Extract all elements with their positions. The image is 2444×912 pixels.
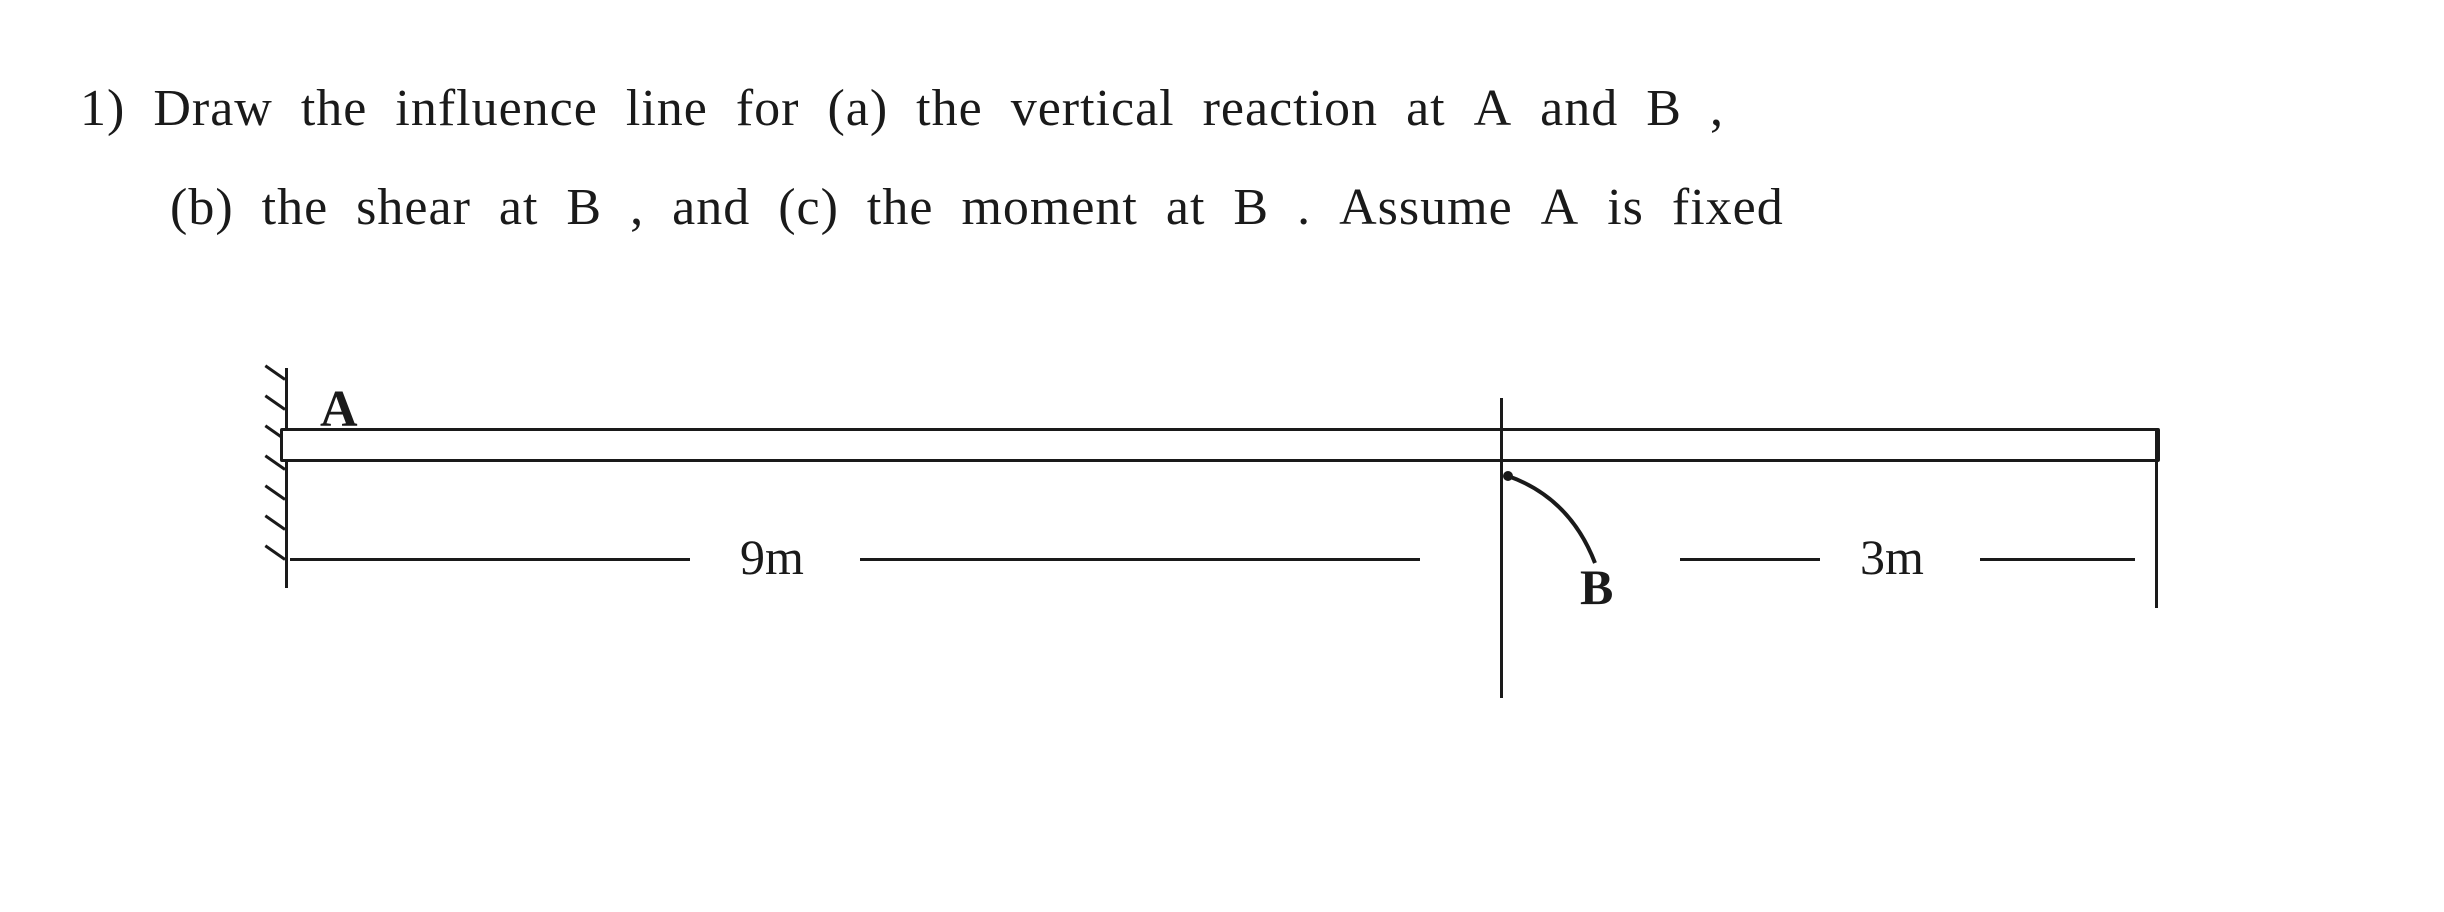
span-label-AB: 9m <box>740 528 804 586</box>
problem-statement: 1) Draw the influence line for (a) the v… <box>80 60 2364 258</box>
node-label-B: B <box>1580 558 1613 616</box>
fixed-support-A <box>260 368 288 588</box>
problem-marker: 1) <box>80 60 125 159</box>
dimension-line <box>1680 558 1820 561</box>
problem-line-1: 1) Draw the influence line for (a) the v… <box>80 60 2364 159</box>
dimension-line <box>1980 558 2135 561</box>
node-label-A: A <box>320 380 358 439</box>
dimension-line <box>860 558 1420 561</box>
beam <box>280 428 2160 462</box>
beam-end-tick <box>2155 428 2158 608</box>
span-label-Bend: 3m <box>1860 528 1924 586</box>
beam-diagram: A B 9m 3m <box>220 368 2220 748</box>
problem-line-2: (b) the shear at B , and (c) the moment … <box>170 159 2364 258</box>
dimension-line <box>290 558 690 561</box>
